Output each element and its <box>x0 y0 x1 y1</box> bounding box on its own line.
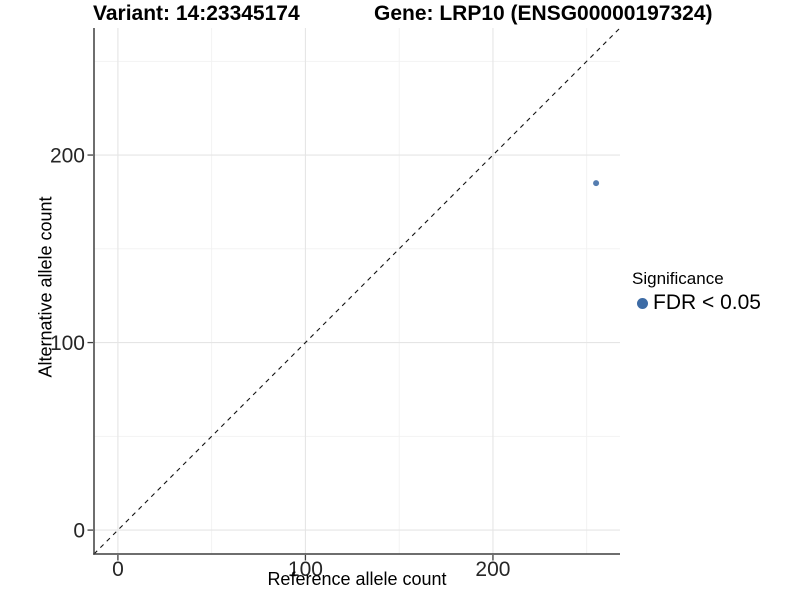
legend-point-icon <box>637 297 648 309</box>
x-tick-label: 200 <box>475 558 510 581</box>
x-tick-label: 100 <box>288 558 323 581</box>
legend-item: FDR < 0.05 <box>632 291 761 315</box>
data-point <box>593 180 600 187</box>
y-tick-label: 0 <box>73 520 85 543</box>
y-tick-label: 200 <box>50 145 85 168</box>
legend-item-label: FDR < 0.05 <box>653 291 761 314</box>
gene-title: Gene: LRP10 (ENSG00000197324) <box>374 2 713 25</box>
x-axis-title: Reference allele count <box>267 569 447 589</box>
legend: Significance FDR < 0.05 <box>632 268 761 315</box>
variant-title: Variant: 14:23345174 <box>93 2 300 25</box>
y-axis-title: Alternative allele count <box>35 196 56 378</box>
y-tick-label: 100 <box>50 332 85 355</box>
identity-reference-line <box>93 27 621 555</box>
legend-title: Significance <box>632 269 724 288</box>
x-tick-label: 0 <box>112 558 124 581</box>
